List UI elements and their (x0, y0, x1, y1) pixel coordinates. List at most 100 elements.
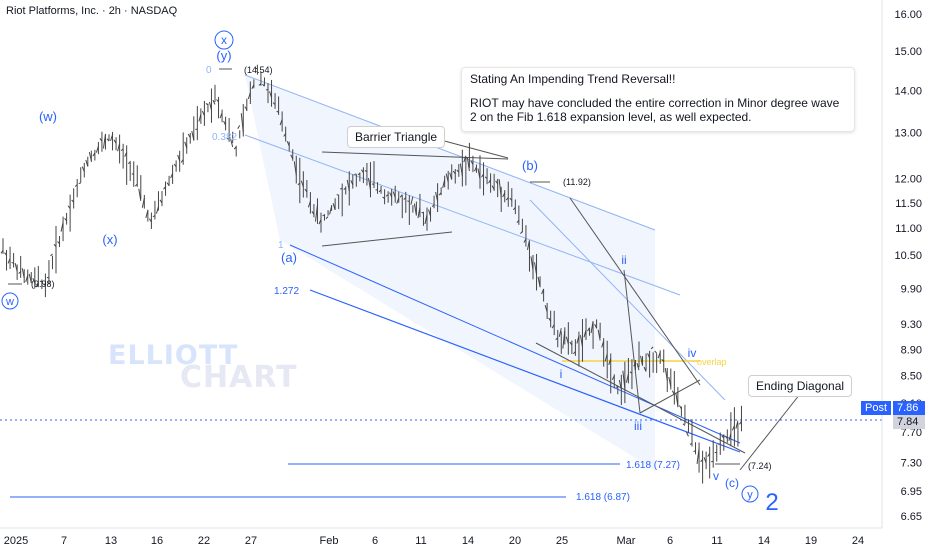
price-bar-tick (318, 219, 322, 225)
price-bar-tick (594, 323, 598, 329)
price-bar-tick (46, 276, 50, 279)
price-bar-tick (201, 110, 205, 116)
price-bar-tick (438, 192, 442, 196)
diagonal-upper-line (569, 197, 701, 386)
price-bar-tick (269, 91, 273, 98)
y-tick-label: 8.90 (901, 344, 922, 356)
price-bar-tick (608, 358, 612, 365)
price-bar-tick (569, 341, 573, 346)
price-bar-tick (643, 366, 647, 372)
price-bar-tick (205, 102, 209, 106)
price-bar-tick (647, 353, 651, 359)
y-tick-label: 10.50 (894, 250, 922, 262)
price-bar-tick (520, 231, 523, 234)
price-bar-tick (689, 443, 693, 445)
price-bar-tick (265, 88, 269, 91)
price-bar-tick (25, 275, 29, 283)
x-tick-label: 22 (198, 535, 210, 547)
price-bar-tick (21, 268, 25, 279)
price-bar-tick (339, 187, 343, 190)
price-bar-tick (565, 336, 569, 345)
price-bar-tick (35, 282, 39, 288)
fib-label-0382: 0.382 (212, 132, 237, 143)
price-bar-tick (731, 425, 735, 431)
diagonal-lower-line (535, 342, 746, 454)
price-bar-tick (650, 346, 654, 350)
price-bar-tick (262, 83, 265, 87)
price-bar-tick (67, 205, 71, 209)
callout-barrier-triangle[interactable]: Barrier Triangle (347, 126, 446, 148)
price-bar-tick (530, 256, 534, 271)
wave-label-iv: iv (688, 346, 697, 360)
price-bar-tick (590, 321, 594, 334)
price-bar-tick (534, 262, 538, 275)
x-tick-label: 14 (758, 535, 770, 547)
price-bar-tick (28, 273, 32, 283)
level-label-1618-687: 1.618 (6.87) (576, 492, 630, 503)
price-bar-tick (724, 435, 728, 439)
overlap-label: overlap (697, 357, 727, 367)
price-bar-tick (230, 138, 234, 148)
post-price-tag: 7.86 (893, 401, 925, 415)
price-bar-tick (498, 179, 502, 198)
price-bar-tick (735, 420, 739, 429)
price-bar-tick (728, 433, 732, 441)
price-bar-tick (707, 453, 711, 457)
callout-ending-diagonal[interactable]: Ending Diagonal (748, 375, 853, 397)
diagonal-leg-ii-iii (623, 269, 641, 414)
wave-label-v: v (713, 469, 719, 483)
x-tick-label: 20 (509, 535, 521, 547)
price-bar-tick (587, 327, 590, 332)
watermark-chart: CHART (180, 360, 298, 395)
x-tick-label: 24 (852, 535, 864, 547)
price-bar-tick (512, 207, 516, 211)
level-label-1192: (11.92) (563, 177, 591, 187)
price-bar-tick (131, 173, 134, 175)
fib-label-1: 1 (278, 240, 284, 251)
price-bar-tick (191, 130, 195, 141)
price-bar-tick (576, 335, 580, 344)
price-bar-tick (703, 457, 707, 464)
price-bar-tick (113, 139, 117, 144)
x-tick-label: 16 (151, 535, 163, 547)
price-bar-tick (95, 145, 99, 153)
price-bar-tick (290, 154, 294, 159)
x-tick-label: 19 (805, 535, 817, 547)
triangle-lower-line (321, 231, 453, 247)
wave-label-w-paren: (w) (39, 109, 57, 124)
price-bar-tick (251, 84, 255, 90)
price-bar-tick (664, 367, 668, 381)
price-bar-tick (71, 199, 75, 203)
price-bar-tick (636, 362, 640, 371)
x-tick-label: Feb (320, 535, 339, 547)
price-bar-tick (481, 173, 484, 178)
price-bar-tick (537, 276, 541, 288)
price-bar-tick (389, 192, 393, 198)
price-bar-tick (516, 219, 520, 223)
x-tick-label: 7 (61, 535, 67, 547)
price-bar-tick (283, 133, 287, 137)
y-tick-label: 13.00 (894, 128, 922, 140)
price-bar-tick (424, 214, 428, 225)
y-tick-label: 9.30 (901, 319, 922, 331)
ending-callout-pointer (739, 393, 801, 471)
x-tick-label: 14 (462, 535, 474, 547)
price-bar-tick (629, 371, 633, 374)
price-bar-tick (226, 137, 230, 141)
price-bar-tick (505, 197, 509, 201)
annotation-note[interactable]: Stating An Impending Trend Reversal!! RI… (461, 67, 855, 132)
price-bar-tick (502, 192, 506, 198)
price-bar-tick (463, 155, 467, 163)
wave-label-a: (a) (281, 250, 297, 265)
y-tick-label: 7.70 (901, 427, 922, 439)
price-bar-tick (622, 370, 626, 389)
price-bar-tick (219, 112, 223, 119)
price-bar-tick (410, 196, 414, 205)
price-bar-tick (711, 460, 714, 463)
price-bar-tick (558, 328, 562, 337)
chart-title: Riot Platforms, Inc. · 2h · NASDAQ (6, 5, 178, 17)
price-bar-tick (555, 337, 559, 341)
price-bar-tick (11, 261, 14, 264)
price-bar-tick (7, 258, 11, 264)
price-bar-tick (237, 125, 241, 129)
